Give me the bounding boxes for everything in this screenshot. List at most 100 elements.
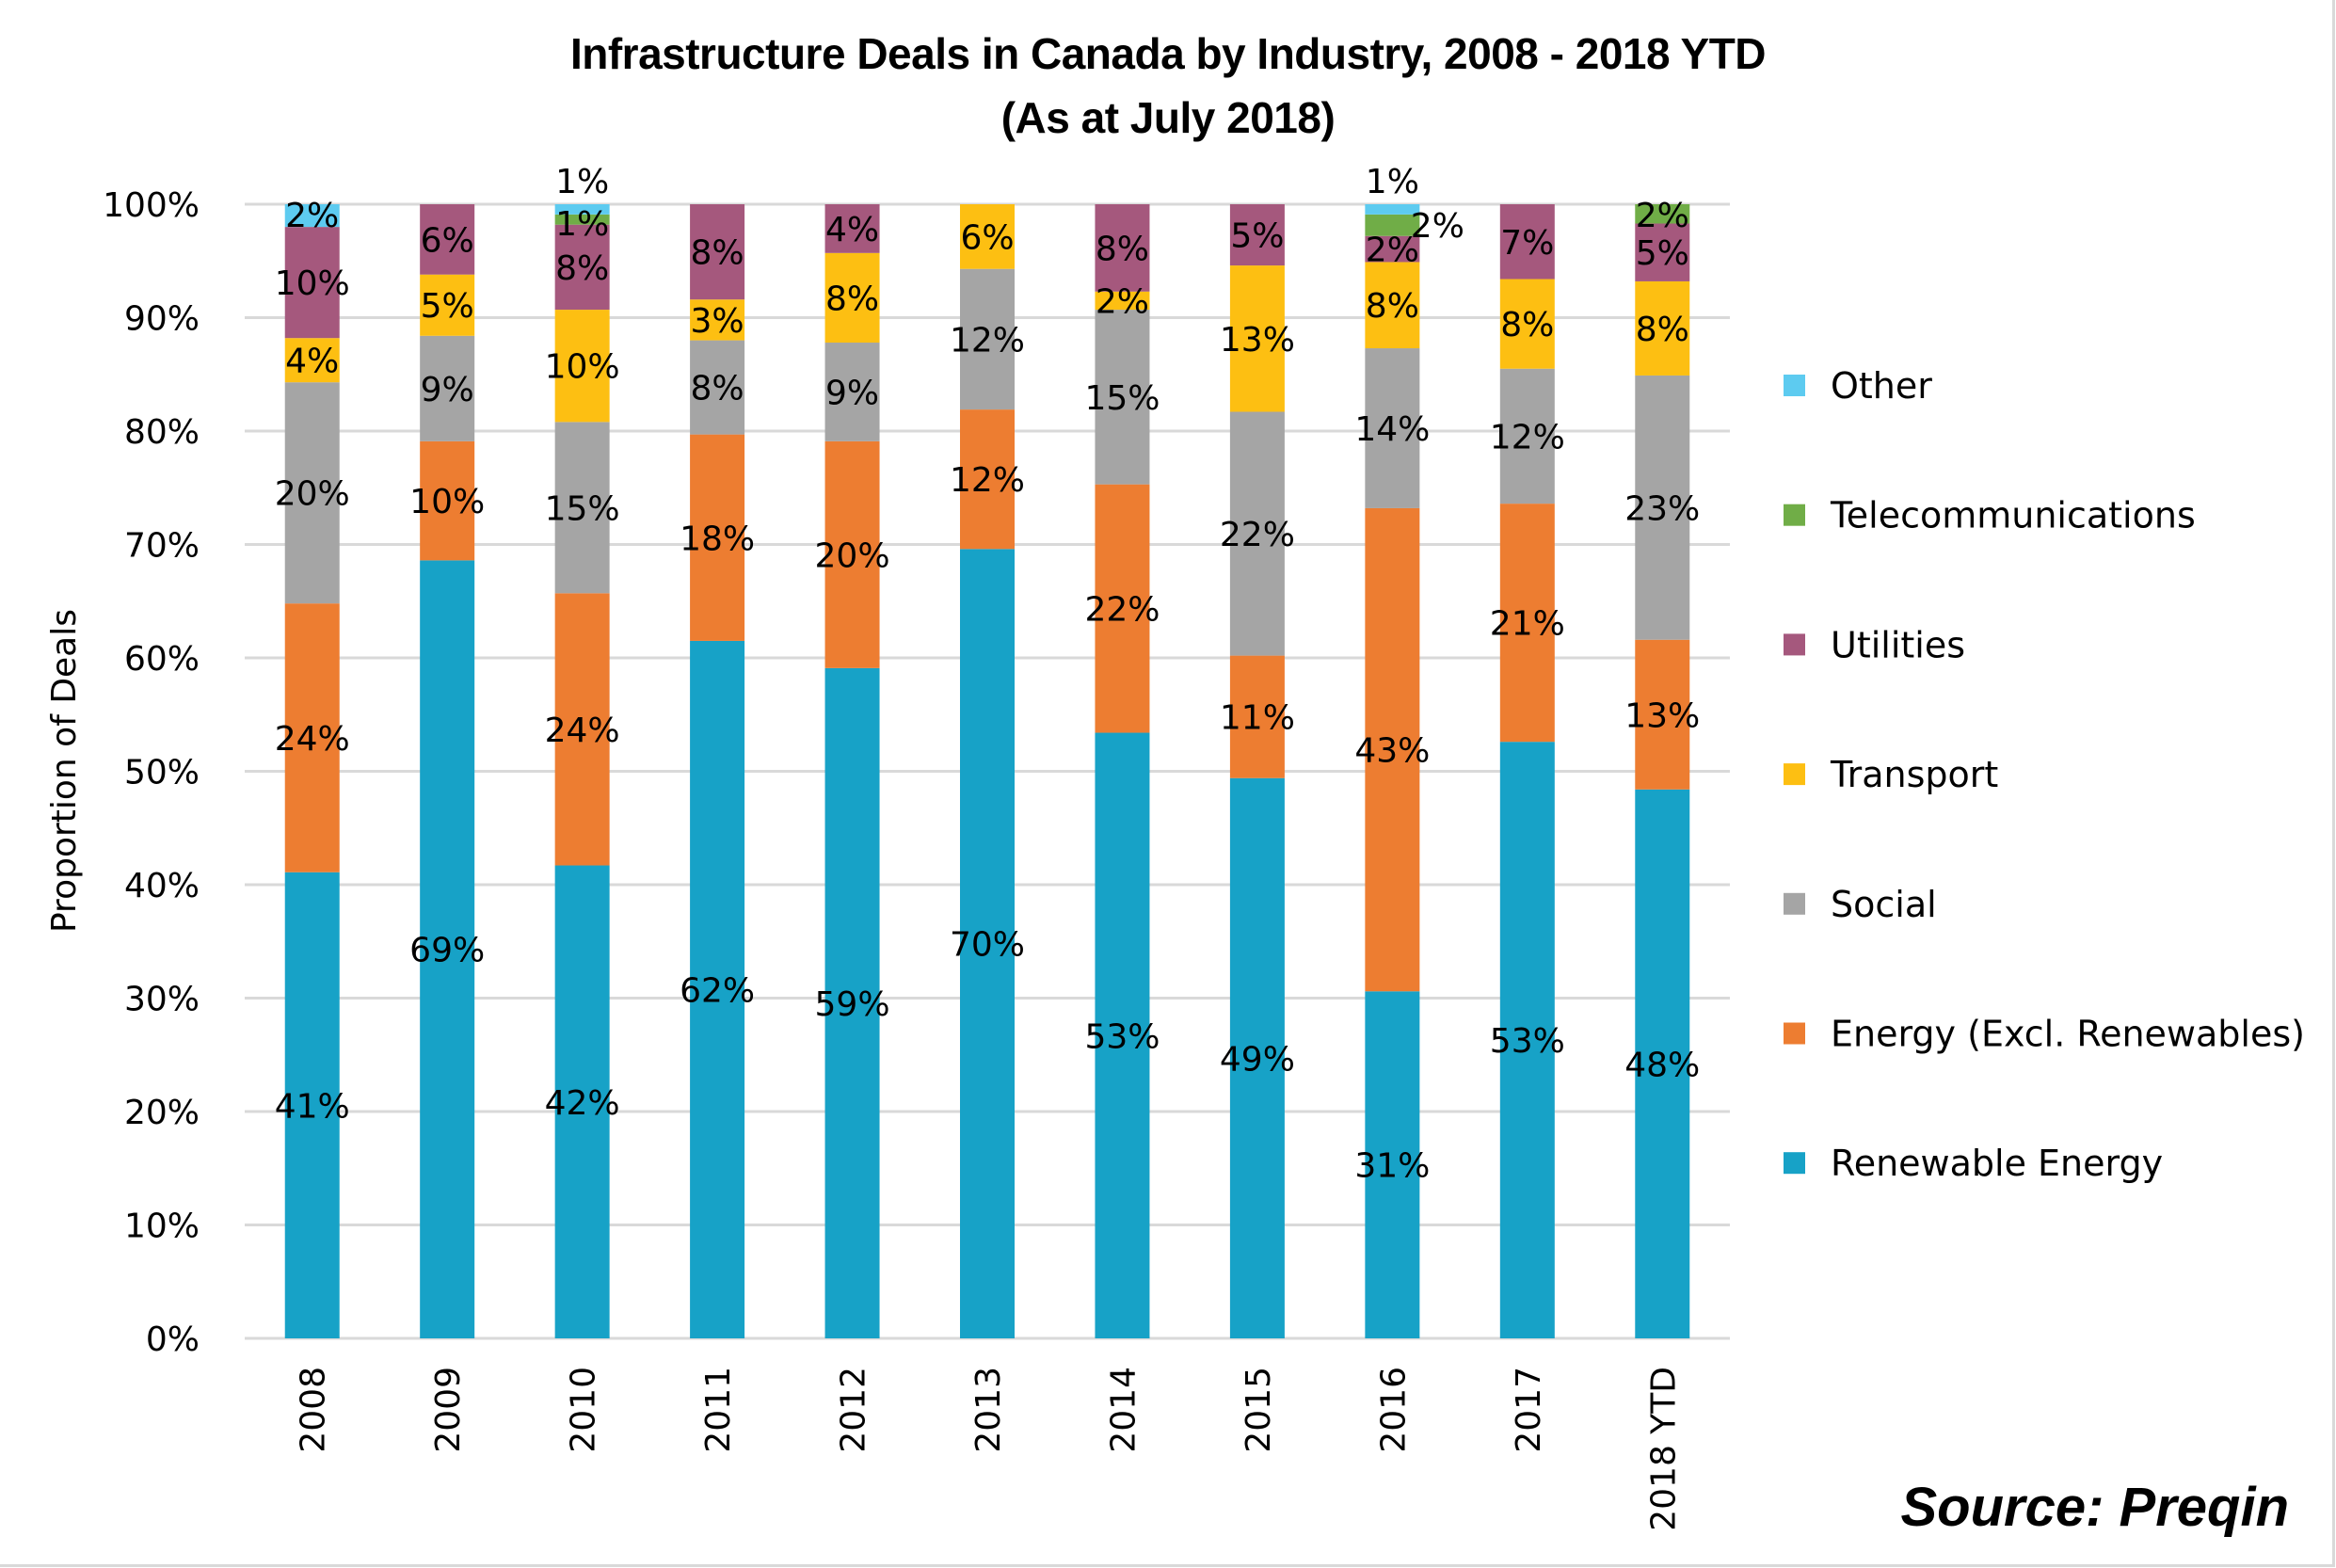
- chart-title: Infrastructure Deals in Canada by Indust…: [569, 29, 1767, 78]
- legend-label: Transport: [1830, 754, 1998, 795]
- bar-segment: [1499, 368, 1555, 504]
- x-tick-label: 2014: [1104, 1367, 1143, 1453]
- bar-segment: [1365, 991, 1420, 1338]
- data-label: 8%: [1096, 230, 1149, 268]
- data-label: 13%: [1220, 321, 1295, 360]
- bar-segment: [1365, 214, 1420, 236]
- data-label: 14%: [1354, 410, 1430, 449]
- bar-segment: [420, 560, 475, 1338]
- data-label: 31%: [1354, 1147, 1430, 1186]
- bar-segment: [420, 335, 475, 441]
- x-tick-label: 2016: [1374, 1367, 1413, 1453]
- bar-segment: [1229, 777, 1285, 1338]
- data-label: 10%: [275, 264, 350, 303]
- legend: Other Telecommunications Utilities Transpor…: [1784, 365, 2305, 1184]
- legend-swatch: [1784, 1152, 1805, 1175]
- data-label: 18%: [680, 520, 755, 558]
- data-label: 15%: [545, 489, 620, 528]
- bar-segment: [1635, 375, 1690, 640]
- y-axis-label: Proportion of Deals: [45, 609, 84, 933]
- legend-label: Utilities: [1831, 624, 1965, 665]
- x-tick-label: 2008: [295, 1367, 333, 1453]
- data-label: 22%: [1084, 591, 1160, 630]
- x-tick-label: 2017: [1510, 1367, 1548, 1453]
- bar-segment: [690, 434, 745, 641]
- bar-segment: [1229, 655, 1285, 778]
- data-label: 22%: [1220, 516, 1295, 554]
- data-label: 2%: [1636, 197, 1689, 235]
- bar-segment: [1635, 639, 1690, 790]
- data-label: 8%: [1636, 311, 1689, 349]
- bar-segment: [824, 667, 880, 1338]
- data-label: 53%: [1490, 1022, 1565, 1061]
- data-label: 24%: [545, 712, 620, 750]
- data-label: 20%: [275, 475, 350, 514]
- data-label: 7%: [1500, 224, 1554, 263]
- chart-subtitle: (As at July 2018): [1000, 93, 1336, 142]
- bar-segment: [1095, 204, 1150, 292]
- bar-segment: [960, 268, 1015, 410]
- data-label: 41%: [275, 1087, 350, 1126]
- bar-segment: [420, 204, 475, 275]
- bar-segment: [554, 224, 610, 311]
- bar-segment: [1635, 280, 1690, 376]
- data-label: 1%: [1366, 163, 1419, 201]
- bar-segment: [420, 274, 475, 336]
- x-tick-label: 2012: [835, 1367, 873, 1453]
- y-tick-label: 100%: [103, 186, 200, 225]
- data-label: 11%: [1220, 699, 1295, 738]
- bar-segment: [824, 252, 880, 344]
- legend-swatch: [1784, 763, 1805, 786]
- data-label: 8%: [1366, 287, 1419, 326]
- bar-segment: [1365, 204, 1420, 215]
- y-tick-label: 0%: [146, 1320, 200, 1359]
- data-label: 20%: [815, 536, 890, 575]
- bar-segment: [284, 204, 340, 228]
- y-tick-label: 90%: [124, 300, 200, 339]
- data-label: 23%: [1624, 489, 1700, 528]
- data-label: 6%: [960, 218, 1014, 257]
- legend-item: Renewable Energy: [1784, 1143, 2163, 1184]
- data-label: 2%: [285, 197, 339, 235]
- data-label: 59%: [815, 985, 890, 1024]
- data-label: 12%: [950, 461, 1025, 500]
- bar-segment: [554, 593, 610, 866]
- bar-segment: [824, 440, 880, 668]
- legend-swatch: [1784, 1022, 1805, 1045]
- bar-segment: [1365, 348, 1420, 508]
- data-label: 6%: [421, 221, 474, 260]
- legend-item: Utilities: [1784, 624, 1965, 665]
- data-label: 13%: [1624, 696, 1700, 735]
- legend-item: Telecommunications: [1784, 495, 2196, 536]
- bar-segment: [420, 440, 475, 561]
- bar-segment: [1229, 411, 1285, 656]
- y-tick-label: 20%: [124, 1094, 200, 1132]
- data-label: 15%: [1084, 379, 1160, 418]
- bar-segment: [960, 204, 1015, 269]
- bar-segment: [1499, 204, 1555, 280]
- bar-segment: [284, 872, 340, 1338]
- y-tick-label: 10%: [124, 1208, 200, 1246]
- legend-swatch: [1784, 504, 1805, 526]
- bars: [284, 204, 1690, 1338]
- data-label: 8%: [1500, 306, 1554, 344]
- legend-swatch: [1784, 375, 1805, 396]
- x-tick-label: 2013: [969, 1367, 1008, 1453]
- data-label: 10%: [545, 348, 620, 387]
- bar-segment: [1095, 291, 1150, 311]
- y-tick-label: 70%: [124, 527, 200, 566]
- x-tick-label: 2018 YTD: [1644, 1367, 1683, 1531]
- data-labels: 41% 24% 20% 4% 10% 2% 69% 10% 9% 5% 6% 42% 24% 15% 10%…: [275, 163, 1701, 1186]
- data-label: 53%: [1084, 1017, 1160, 1056]
- data-label: 9%: [825, 374, 879, 412]
- y-tick-label: 50%: [124, 754, 200, 792]
- legend-label: Social: [1831, 884, 1937, 925]
- legend-item: Transport: [1784, 754, 1998, 795]
- bar-segment: [1635, 223, 1690, 281]
- bar-segment: [554, 310, 610, 423]
- legend-label: Energy (Excl. Renewables): [1831, 1014, 2305, 1055]
- source-annotation: Source: Preqin: [1900, 1477, 2289, 1538]
- bar-segment: [1095, 484, 1150, 733]
